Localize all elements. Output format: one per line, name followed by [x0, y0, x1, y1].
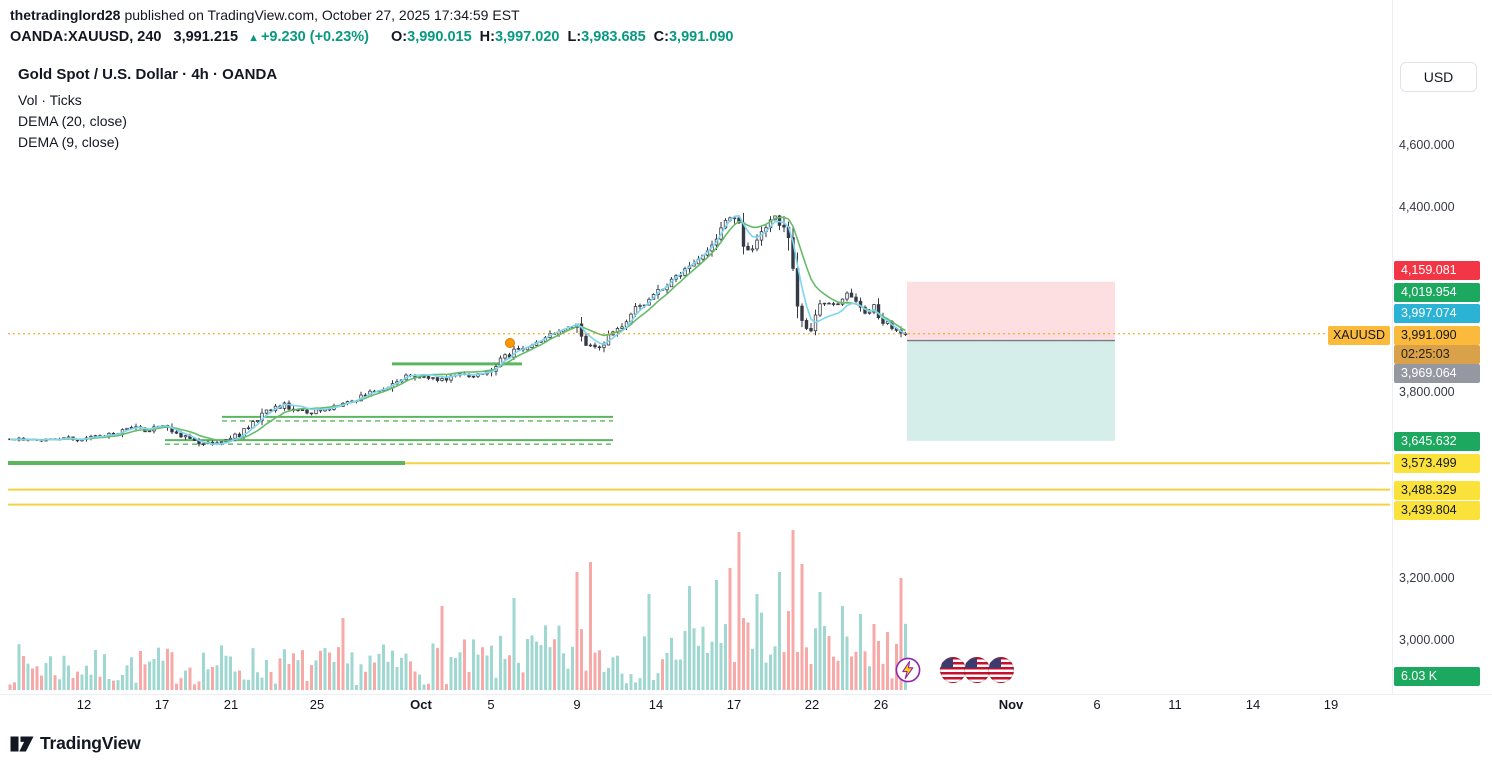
candles — [8, 212, 908, 447]
us-flag-emoji-sticker[interactable] — [940, 657, 966, 683]
indicator-legend-row[interactable]: DEMA (9, close) — [18, 134, 120, 150]
time-scale-separator — [0, 694, 1492, 695]
chart-legend: Gold Spot / U.S. Dollar · 4h · OANDA Vol… — [18, 66, 277, 153]
dema-9-line[interactable] — [9, 214, 906, 445]
time-scale-label: 22 — [804, 697, 820, 712]
ohlc-label: C: — [653, 29, 669, 45]
chart-title[interactable]: Gold Spot / U.S. Dollar · 4h · OANDA — [18, 66, 278, 83]
yellow-levels — [8, 462, 1390, 506]
publish-line: thetradinglord28 published on TradingView… — [10, 7, 520, 23]
time-scale-label: 25 — [309, 697, 325, 712]
author-name[interactable]: thetradinglord28 — [10, 7, 121, 23]
orange-dot-sticker[interactable] — [505, 338, 515, 348]
volume-bars — [8, 530, 907, 690]
ohlc-label: H: — [479, 29, 495, 45]
ohlc-value: 3,991.090 — [668, 29, 734, 45]
indicator-legend-row[interactable]: DEMA (20, close) — [18, 113, 127, 129]
ohlc-label: L: — [567, 29, 582, 45]
indicator-legend-row[interactable]: Vol · Ticks — [18, 92, 82, 108]
time-scale-label: Oct — [410, 697, 432, 712]
time-scale-label: Nov — [998, 697, 1024, 712]
price-change-text: +9.230 (+0.23%) — [260, 29, 369, 45]
last-price-value: 3,991.215 — [173, 29, 239, 45]
lightning-icon — [895, 657, 921, 683]
publish-meta: published on TradingView.com, October 27… — [124, 7, 520, 23]
time-scale-label: 11 — [1168, 697, 1182, 712]
indicator-legend-rows: Vol · Ticks DEMA (20, close) DEMA (9, clos… — [18, 90, 277, 153]
ohlc-value: 3,983.685 — [581, 29, 646, 45]
dema-lines — [9, 214, 906, 445]
symbol-info-line: OANDA:XAUUSD, 240 3,991.215 ▲ +9.230 (+0.… — [10, 29, 734, 45]
tradingview-logo-icon — [10, 736, 34, 751]
price-scale-label: 4,600.000 — [1399, 138, 1455, 152]
time-scale-label: 17 — [154, 697, 170, 712]
take-profit-zone[interactable] — [907, 340, 1115, 441]
stop-price-badge: 4,159.081 — [1394, 260, 1480, 280]
dema-20-line[interactable] — [9, 216, 906, 442]
price-scale-separator — [1392, 0, 1393, 694]
ohlc-label: O: — [391, 29, 408, 45]
us-flag-emoji-sticker[interactable] — [964, 657, 990, 683]
symbol-name[interactable]: OANDA:XAUUSD, 240 — [10, 29, 162, 45]
currency-usd-button[interactable]: USD — [1400, 62, 1477, 92]
tradingview-logo[interactable]: TradingView — [10, 733, 141, 754]
time-scale-label: 5 — [487, 697, 495, 712]
dema20-value-badge: 4,019.954 — [1394, 282, 1480, 302]
lightning-emoji-sticker[interactable] — [895, 657, 921, 683]
time-scale-label: 14 — [1245, 697, 1261, 712]
time-scale-label: 6 — [1093, 697, 1101, 712]
short-position-tool — [907, 281, 1115, 441]
green-levels — [8, 362, 613, 466]
price-scale-label: 3,800.000 — [1399, 385, 1455, 399]
stop-loss-zone[interactable] — [907, 281, 1115, 341]
last-price-badge: 3,991.090 — [1394, 325, 1480, 345]
time-scale-label: 26 — [873, 697, 889, 712]
up-triangle-icon: ▲ — [248, 32, 259, 44]
dema9-value-badge: 3,997.074 — [1394, 303, 1480, 323]
yellow-level-badge: 3,439.804 — [1394, 500, 1480, 520]
entry-price-badge: 3,969.064 — [1394, 363, 1480, 383]
price-scale-label: 3,200.000 — [1399, 571, 1455, 585]
symbol-label-badge: XAUUSD — [1328, 325, 1390, 345]
ohlc-value: 3,997.020 — [494, 29, 560, 45]
time-scale-label: 19 — [1323, 697, 1339, 712]
time-scale-label: 21 — [223, 697, 239, 712]
price-change: ▲ +9.230 (+0.23%) — [248, 29, 369, 45]
price-scale-label: 3,000.000 — [1399, 633, 1455, 647]
time-scale-label: 14 — [648, 697, 664, 712]
us-flag-emoji-sticker[interactable] — [988, 657, 1014, 683]
target-price-badge: 3,645.632 — [1394, 431, 1480, 451]
countdown-badge: 02:25:03 — [1394, 344, 1480, 364]
time-scale-label: 17 — [726, 697, 742, 712]
ohlc-values: O:3,990.015 H:3,997.020 L:3,983.685 C:3,991… — [383, 29, 733, 45]
time-scale-label: 9 — [573, 697, 581, 712]
volume-value-badge: 6.03 K — [1394, 666, 1480, 686]
yellow-level-badge: 3,573.499 — [1394, 453, 1480, 473]
tradingview-logo-text: TradingView — [40, 733, 141, 753]
time-scale-label: 12 — [76, 697, 92, 712]
ohlc-value: 3,990.015 — [407, 29, 472, 45]
price-scale-label: 4,400.000 — [1399, 200, 1455, 214]
yellow-level-badge: 3,488.329 — [1394, 480, 1480, 500]
